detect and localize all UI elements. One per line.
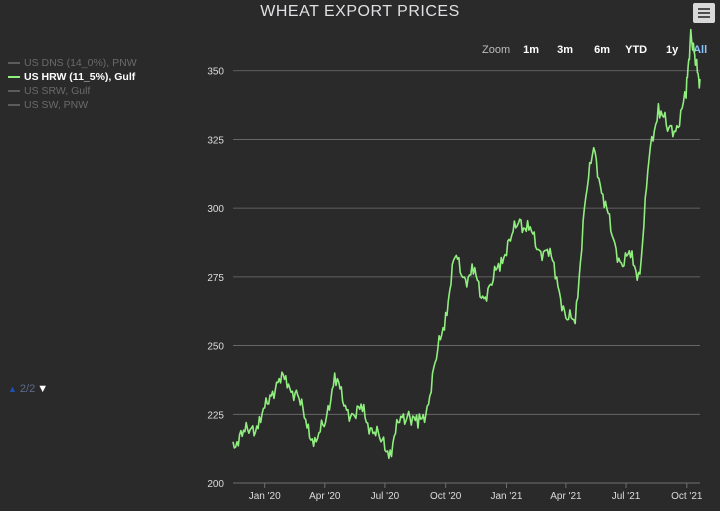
- pager-text: 2/2: [19, 383, 36, 395]
- series-line-us-hrw: [232, 28, 701, 460]
- legend-line-icon: [8, 90, 20, 92]
- x-tick-label: Jul '21: [612, 491, 641, 502]
- zoom-button-3m[interactable]: 3m: [557, 44, 574, 56]
- y-tick-label: 325: [207, 135, 224, 146]
- grid: [233, 70, 700, 415]
- y-tick-label: 350: [207, 67, 224, 78]
- zoom-label: Zoom: [482, 44, 511, 56]
- x-tick-label: Jan '21: [490, 491, 522, 502]
- legend-label: US DNS (14_0%), PNW: [24, 57, 137, 69]
- zoom-button-all[interactable]: All: [693, 44, 708, 56]
- y-tick-label: 275: [207, 273, 224, 284]
- x-tick-label: Oct '21: [671, 491, 703, 502]
- x-tick-label: Oct '20: [430, 491, 462, 502]
- legend-label: US SRW, Gulf: [24, 85, 91, 97]
- x-tick-label: Apr '20: [309, 491, 341, 502]
- legend-item-us-srw[interactable]: US SRW, Gulf: [8, 84, 137, 98]
- chart-title: WHEAT EXPORT PRICES: [260, 3, 460, 20]
- legend-item-us-sw[interactable]: US SW, PNW: [8, 98, 137, 112]
- y-axis: 200 225 250 275 300 325 350: [207, 67, 224, 490]
- x-tick-label: Jan '20: [249, 491, 281, 502]
- legend-line-icon: [8, 104, 20, 106]
- zoom-button-ytd[interactable]: YTD: [625, 44, 648, 56]
- zoom-button-1y[interactable]: 1y: [666, 44, 679, 56]
- range-selector: Zoom 1m 3m 6m YTD 1y All: [482, 43, 710, 57]
- legend: US DNS (14_0%), PNW US HRW (11_5%), Gulf…: [8, 56, 137, 112]
- x-tick-label: Apr '21: [550, 491, 582, 502]
- legend-line-icon: [8, 76, 20, 78]
- x-axis: Jan '20 Apr '20 Jul '20 Oct '20 Jan '21 Apr '…: [249, 483, 703, 502]
- hamburger-menu-icon[interactable]: [693, 3, 715, 23]
- zoom-button-1m[interactable]: 1m: [523, 44, 540, 56]
- legend-item-us-hrw[interactable]: US HRW (11_5%), Gulf: [8, 70, 137, 84]
- pager-up-arrow-icon[interactable]: ▲: [8, 384, 17, 394]
- y-tick-label: 300: [207, 204, 224, 215]
- y-tick-label: 200: [207, 479, 224, 490]
- zoom-button-6m[interactable]: 6m: [594, 44, 611, 56]
- legend-pager: ▲ 2/2 ▼: [8, 383, 48, 395]
- legend-line-icon: [8, 62, 20, 64]
- y-tick-label: 225: [207, 410, 224, 421]
- legend-label: US HRW (11_5%), Gulf: [24, 71, 136, 83]
- x-tick-label: Jul '20: [371, 491, 400, 502]
- series-group: [232, 28, 701, 460]
- legend-label: US SW, PNW: [24, 99, 89, 111]
- pager-down-arrow-icon[interactable]: ▼: [37, 383, 49, 395]
- legend-item-us-dns[interactable]: US DNS (14_0%), PNW: [8, 56, 137, 70]
- y-tick-label: 250: [207, 342, 224, 353]
